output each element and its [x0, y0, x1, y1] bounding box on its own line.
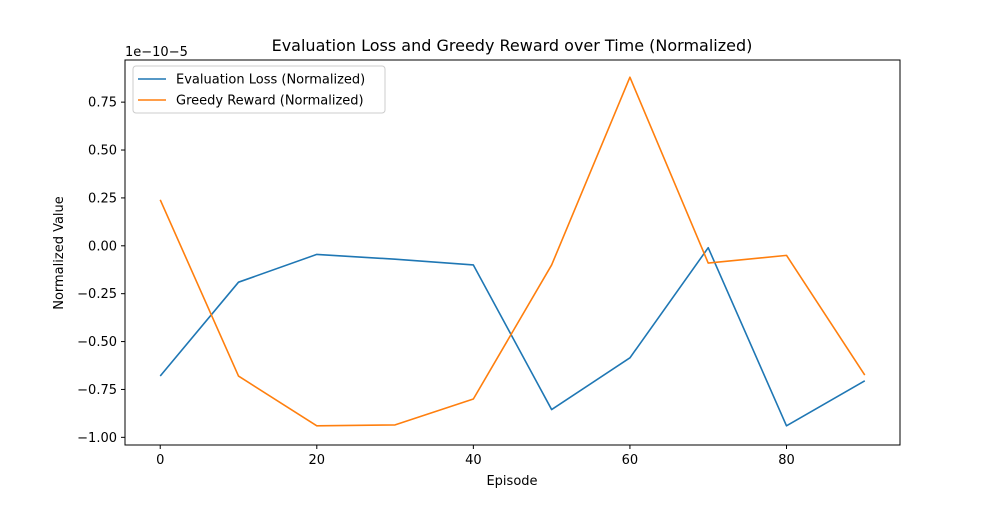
x-tick-label: 60 — [622, 453, 639, 468]
y-tick-label: 0.75 — [88, 96, 117, 111]
y-offset-label: 1e−10−5 — [125, 45, 188, 60]
series-line-1 — [160, 77, 865, 426]
series-line-0 — [160, 248, 865, 426]
legend-label: Greedy Reward (Normalized) — [176, 94, 364, 109]
y-tick-label: −1.00 — [77, 431, 117, 446]
y-tick-label: 0.25 — [88, 191, 117, 206]
x-tick-label: 40 — [465, 453, 482, 468]
x-axis-title: Episode — [486, 474, 537, 489]
x-tick-label: 80 — [778, 453, 795, 468]
y-tick-label: −0.25 — [77, 287, 117, 302]
legend-label: Evaluation Loss (Normalized) — [176, 73, 365, 88]
x-axis: 0 20 40 60 80 — [156, 445, 795, 468]
chart-title: Evaluation Loss and Greedy Reward over T… — [272, 36, 753, 55]
series-layer — [160, 77, 865, 426]
y-tick-label: −0.50 — [77, 335, 117, 350]
y-tick-label: 0.50 — [88, 144, 117, 159]
y-tick-label: 0.00 — [88, 239, 117, 254]
x-tick-label: 20 — [309, 453, 326, 468]
plot-frame — [125, 60, 900, 445]
x-tick-label: 0 — [156, 453, 164, 468]
y-tick-label: −0.75 — [77, 383, 117, 398]
y-axis: −1.00 −0.75 −0.50 −0.25 0.00 0.25 0.50 0.75 — [77, 96, 125, 446]
legend: Evaluation Loss (Normalized) Greedy Rewar… — [133, 66, 385, 113]
y-axis-title: Normalized Value — [52, 196, 67, 310]
